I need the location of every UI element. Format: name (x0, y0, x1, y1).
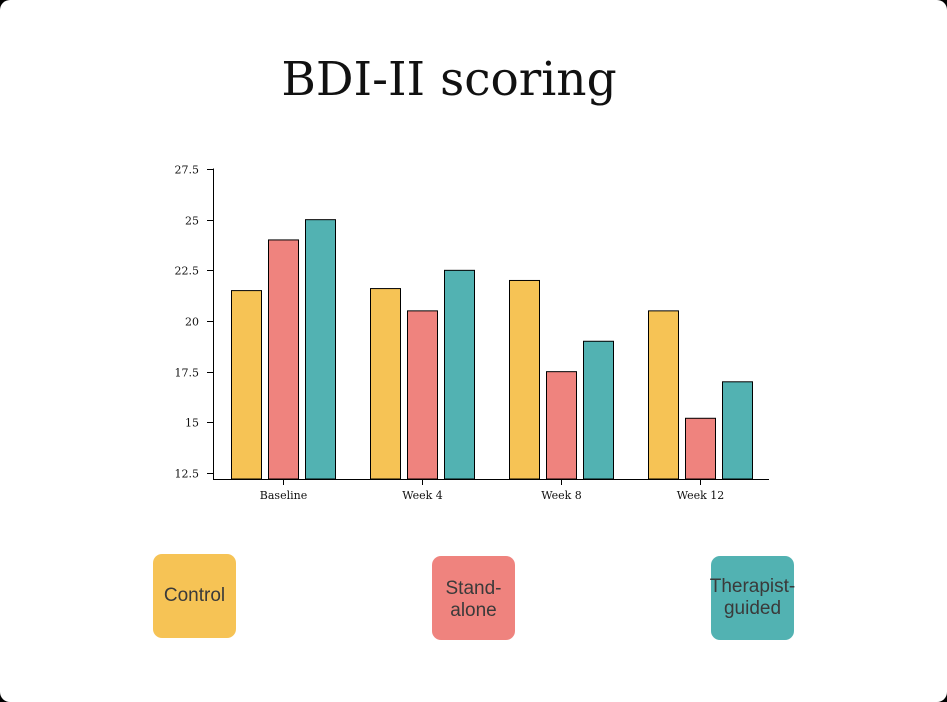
legend-therapist-guided-label: Therapist- guided (709, 576, 796, 619)
legend-control-label: Control (163, 585, 226, 606)
legend-therapist-guided-button[interactable]: Therapist- guided (709, 556, 796, 640)
bar-stand-alone-week-8 (546, 371, 577, 480)
bar-therapist-guided-baseline (305, 219, 336, 480)
y-tick-label: 22.5 (175, 265, 200, 278)
y-tick-label: 27.5 (175, 164, 200, 177)
legend-stand-alone-button[interactable]: Stand-alone (432, 556, 515, 640)
bar-stand-alone-week-12 (685, 417, 716, 480)
y-tick-label: 12.5 (175, 468, 200, 481)
bar-therapist-guided-week-8 (583, 340, 614, 480)
bar-stand-alone-week-4 (407, 310, 438, 480)
y-tick-label: 20 (185, 316, 199, 329)
bar-stand-alone-baseline (268, 239, 299, 480)
x-tick-label: Week 8 (541, 489, 582, 502)
legend-stand-alone-label: Stand-alone (445, 578, 502, 621)
legend-control-button[interactable]: Control (153, 554, 236, 638)
y-tick-label: 15 (185, 417, 199, 430)
y-tick-label: 17.5 (175, 367, 200, 380)
y-tick-label: 25 (185, 215, 199, 228)
chart-title: BDI-II scoring (281, 52, 617, 107)
bar-therapist-guided-week-4 (444, 269, 475, 480)
x-tick-label: Baseline (260, 489, 307, 502)
x-tick-label: Week 12 (677, 489, 725, 502)
x-tick-label: Week 4 (402, 489, 443, 502)
bar-control-baseline (231, 290, 262, 480)
bar-control-week-12 (648, 310, 679, 480)
bar-control-week-8 (509, 279, 540, 480)
bar-control-week-4 (370, 288, 401, 480)
bar-therapist-guided-week-12 (722, 381, 753, 480)
